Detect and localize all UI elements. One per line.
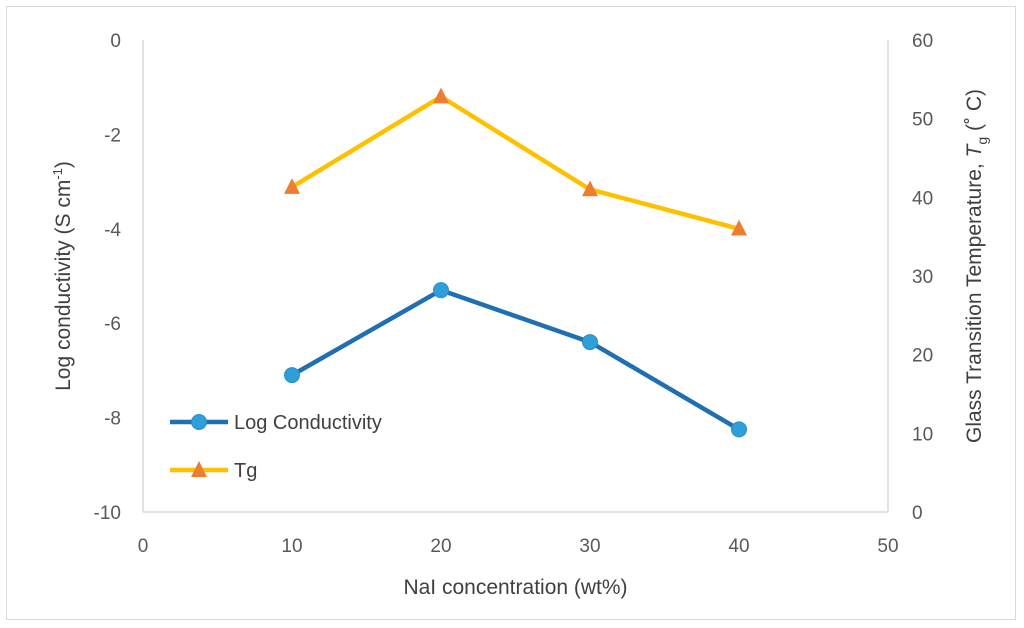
legend-marker-circle <box>191 414 207 430</box>
y-tick-label-right: 20 <box>912 346 933 367</box>
data-point-tg <box>582 180 598 197</box>
data-point-log-conductivity <box>582 334 598 351</box>
y-tick-label-left: -8 <box>104 409 121 430</box>
y-tick-label-left: -6 <box>104 314 121 335</box>
x-tick-label: 30 <box>579 536 600 557</box>
y-tick-label-left: -10 <box>94 503 121 524</box>
x-tick-label: 20 <box>430 536 451 557</box>
y-tick-label-left: 0 <box>110 31 121 52</box>
data-point-tg <box>433 87 449 104</box>
x-tick-label: 0 <box>138 536 149 557</box>
x-axis-title: NaI concentration (wt%) <box>403 576 627 599</box>
x-tick-label: 40 <box>728 536 749 557</box>
data-point-tg <box>284 178 300 194</box>
y-tick-label-right: 60 <box>912 31 933 52</box>
x-tick-label: 50 <box>877 536 898 557</box>
data-point-log-conductivity <box>433 282 449 299</box>
legend-label: Log Conductivity <box>234 412 382 434</box>
y-axis-title-left: Log conductivity (S cm-1) <box>50 161 75 391</box>
series-line-tg <box>290 94 740 231</box>
data-point-tg <box>731 219 747 236</box>
y-tick-label-right: 50 <box>912 110 933 131</box>
y-tick-label-right: 40 <box>912 188 933 209</box>
y-tick-label-right: 30 <box>912 267 933 288</box>
data-point-log-conductivity <box>284 367 300 384</box>
y-tick-label-left: -2 <box>104 125 121 146</box>
legend-marker-triangle <box>191 461 207 477</box>
data-point-log-conductivity <box>731 421 747 438</box>
y-tick-label-right: 10 <box>912 424 933 445</box>
y-tick-label-left: -4 <box>104 220 121 241</box>
legend-label: Tg <box>234 460 257 482</box>
series-line-log-conductivity <box>290 287 741 432</box>
x-tick-label: 10 <box>281 536 302 557</box>
y-axis-title-right: Glass Transition Temperature, Tg (˚ C) <box>963 89 990 443</box>
y-tick-label-right: 0 <box>912 503 923 524</box>
